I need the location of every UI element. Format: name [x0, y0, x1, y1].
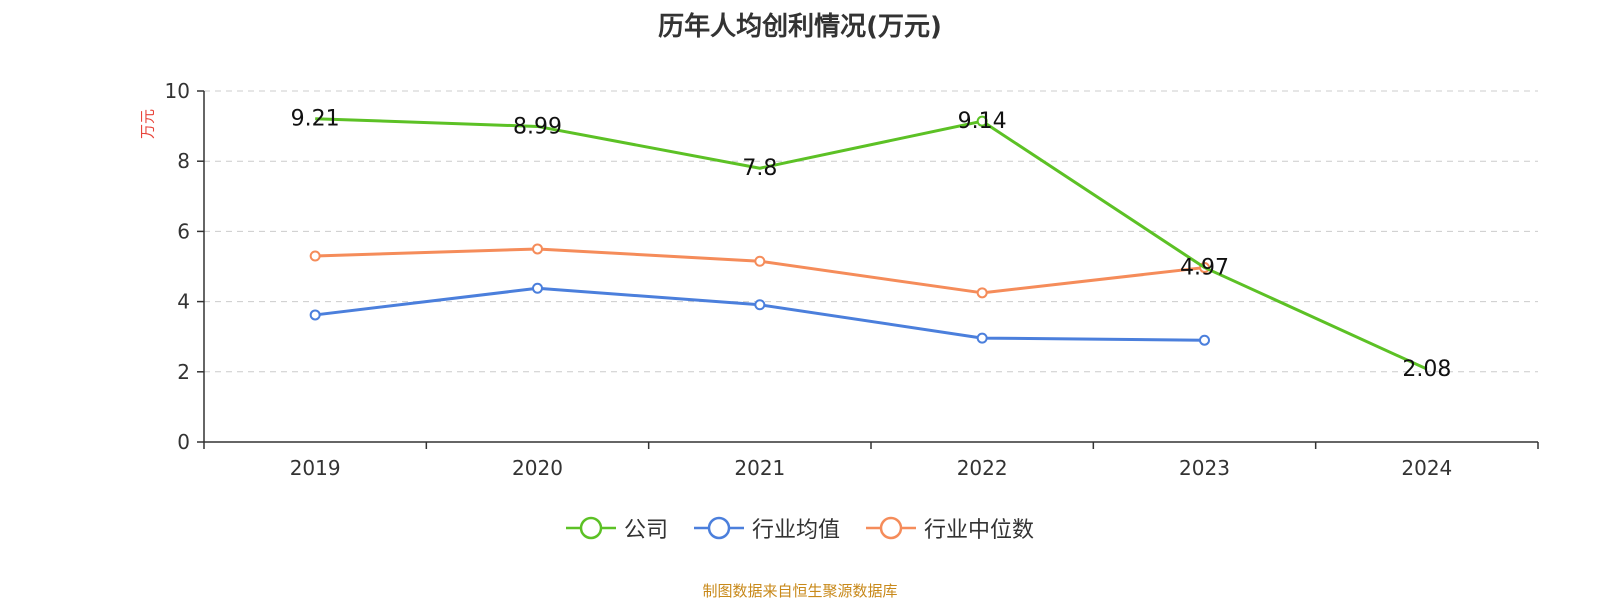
legend-label: 公司: [623, 518, 668, 543]
legend-label: 行业均值: [751, 518, 840, 543]
y-tick-label: 0: [177, 430, 190, 454]
series-line-2: [315, 247, 1205, 295]
x-tick-label: 2021: [734, 456, 785, 480]
x-tick-label: 2023: [1179, 456, 1230, 480]
legend-swatch-icon: [693, 516, 744, 540]
series-1-point: [754, 299, 766, 311]
chart-title: 历年人均创利情况(万元): [658, 12, 942, 42]
y-tick-label: 8: [177, 149, 190, 173]
series-2-point: [532, 243, 543, 255]
legend-item-2[interactable]: 行业中位数: [866, 512, 1034, 544]
data-label: 9.14: [958, 109, 1007, 134]
y-tick-label: 4: [177, 290, 190, 314]
y-tick-label: 6: [177, 219, 190, 243]
axis-layer: 0 2 4 6 8 10 2019 2020 2021 2022 2023 2024: [165, 79, 1539, 480]
series-2-point: [976, 287, 988, 299]
legend-item-0[interactable]: 公司: [565, 512, 668, 544]
legend: 公司 行业均值 行业中位数: [0, 512, 1600, 544]
series-1-point: [532, 282, 543, 294]
legend-item-1[interactable]: 行业均值: [693, 512, 840, 544]
legend-swatch-icon: [565, 516, 616, 540]
data-label: 8.99: [513, 114, 562, 139]
data-source-note: 制图数据来自恒生聚源数据库: [702, 582, 898, 600]
data-label: 9.21: [291, 107, 340, 132]
series-1-point: [976, 332, 988, 344]
series-2-point: [309, 250, 321, 262]
series-layer: [309, 115, 1428, 371]
series-2-point: [754, 255, 766, 267]
y-tick-label: 2: [177, 360, 190, 384]
x-tick-label: 2019: [290, 456, 341, 480]
x-tick-label: 2024: [1401, 456, 1452, 480]
series-line-0: [315, 117, 1428, 371]
series-1-point: [309, 309, 321, 321]
line-chart: 0 2 4 6 8 10 2019 2020 2021 2022 2023 2024 9.21 8.99…: [165, 79, 1539, 480]
series-0-point: [976, 115, 988, 127]
legend-swatch-icon: [866, 516, 916, 540]
y-tick-label: 10: [165, 79, 190, 103]
data-label: 4.97: [1180, 256, 1229, 281]
data-label: 2.08: [1402, 357, 1451, 382]
legend-label: 行业中位数: [924, 518, 1035, 543]
label-layer: 9.21 8.99 7.8 9.14 4.97 2.08: [291, 107, 1452, 382]
series-1-point: [1199, 334, 1210, 346]
x-tick-label: 2022: [957, 456, 1008, 480]
data-label: 7.8: [742, 156, 777, 181]
x-tick-label: 2020: [512, 456, 563, 480]
series-line-1: [314, 286, 1205, 342]
